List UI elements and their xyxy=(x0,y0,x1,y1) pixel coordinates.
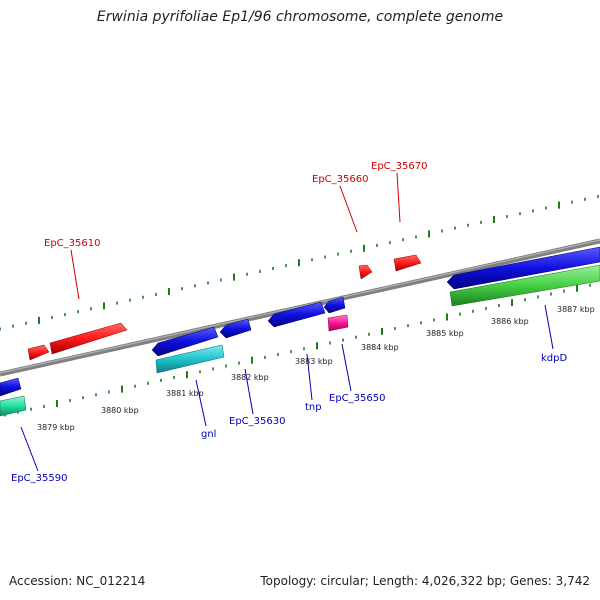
leader-tnp xyxy=(306,353,313,401)
leader-EpC_35660 xyxy=(339,185,358,233)
gene-label-kdpD[interactable]: kdpD xyxy=(541,353,567,364)
scale-label-3885: 3885 kbp xyxy=(426,329,464,338)
inner-tick-row xyxy=(4,283,591,417)
gene-EpC_35650-arrow[interactable] xyxy=(323,296,346,314)
feature-cyan-block[interactable] xyxy=(155,344,225,374)
gene-label-EpC_35610[interactable]: EpC_35610 xyxy=(44,238,100,249)
scale-label-3879: 3879 kbp xyxy=(37,423,75,432)
feature-teal-block[interactable] xyxy=(0,395,27,417)
scale-label-3882: 3882 kbp xyxy=(231,373,269,382)
gene-label-gnl[interactable]: gnl xyxy=(201,429,216,440)
feature-pink-block[interactable] xyxy=(327,314,349,332)
genome-backbone-highlight xyxy=(0,239,600,374)
leader-gnl xyxy=(195,379,207,427)
map-title: Erwinia pyrifoliae Ep1/96 chromosome, co… xyxy=(96,9,504,25)
gene-EpC_35630-arrow[interactable] xyxy=(219,318,252,339)
scale-label-3884: 3884 kbp xyxy=(361,343,399,352)
accession-text: Accession: NC_012214 xyxy=(9,574,146,588)
scale-label-3883: 3883 kbp xyxy=(295,357,333,366)
gene-label-tnp[interactable]: tnp xyxy=(305,402,322,413)
leader-EpC_35610 xyxy=(70,249,80,300)
leader-EpC_35630 xyxy=(244,368,254,415)
gene-label-EpC_35670[interactable]: EpC_35670 xyxy=(371,161,427,172)
gene-blue-left-arrow[interactable] xyxy=(0,377,22,397)
scale-label-3880: 3880 kbp xyxy=(101,406,139,415)
gene-kdpD-arrow[interactable] xyxy=(446,246,600,290)
gene-label-EpC_35630[interactable]: EpC_35630 xyxy=(229,416,285,427)
scale-label-3881: 3881 kbp xyxy=(166,389,204,398)
gene-tnp-arrow[interactable] xyxy=(267,301,326,328)
feature-green-block[interactable] xyxy=(449,264,600,307)
gene-label-EpC_35650[interactable]: EpC_35650 xyxy=(329,393,385,404)
leader-EpC_35590 xyxy=(20,426,39,472)
leader-kdpD xyxy=(544,304,554,350)
gene-gnl-arrow[interactable] xyxy=(151,326,219,357)
leader-EpC_35670 xyxy=(396,172,401,223)
gene-EpC_35660-arrow[interactable] xyxy=(358,264,373,280)
gene-EpC_35670-arrow[interactable] xyxy=(393,254,422,272)
outer-tick-row xyxy=(0,194,599,331)
genome-summary-text: Topology: circular; Length: 4,026,322 bp… xyxy=(260,574,590,588)
gene-label-EpC_35590[interactable]: EpC_35590 xyxy=(11,473,67,484)
gene-EpC_35610-arrow[interactable] xyxy=(49,322,128,355)
gene-label-EpC_35660[interactable]: EpC_35660 xyxy=(312,174,368,185)
scale-label-3887: 3887 kbp xyxy=(557,305,595,314)
scale-label-3886: 3886 kbp xyxy=(491,317,529,326)
leader-EpC_35650 xyxy=(341,343,352,392)
gene-EpC_35600-arrow[interactable] xyxy=(27,344,50,361)
